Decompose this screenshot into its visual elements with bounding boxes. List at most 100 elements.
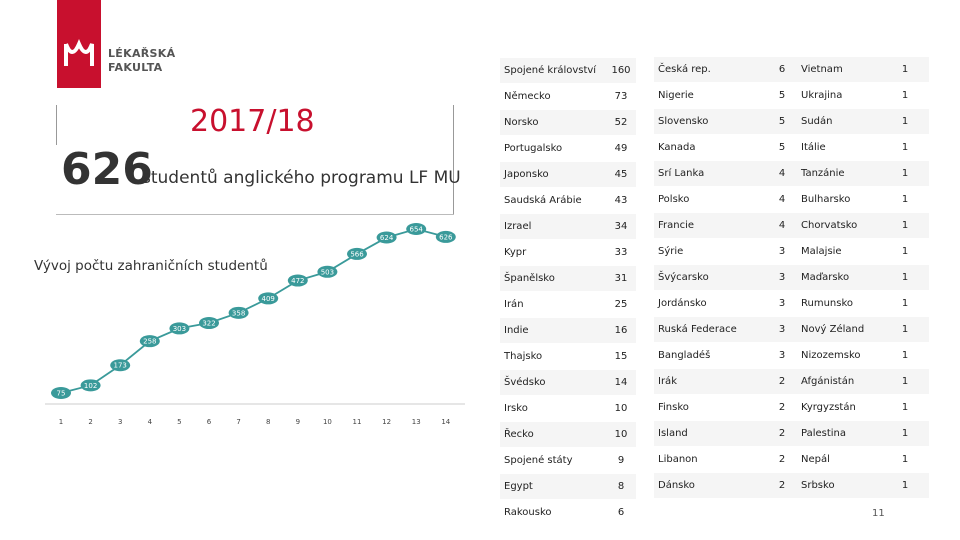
country-row: Libanon 2	[654, 446, 806, 473]
country-name: Švýcarsko	[654, 264, 758, 291]
data-marker	[199, 317, 219, 330]
data-point: 409	[258, 292, 279, 305]
data-marker	[435, 230, 456, 243]
country-name: Afgánistán	[797, 368, 881, 395]
country-count: 33	[606, 239, 636, 266]
data-marker	[376, 231, 397, 244]
country-row: Irán 25	[500, 291, 636, 318]
country-row: Norsko 52	[500, 109, 636, 136]
country-count: 1	[881, 160, 929, 187]
country-name: Izrael	[500, 213, 606, 240]
data-label: 303	[173, 325, 186, 333]
country-row: Irák 2	[654, 368, 806, 395]
country-name: Švédsko	[500, 369, 606, 396]
data-label: 626	[439, 233, 453, 241]
country-row: Malajsie 1	[797, 238, 929, 265]
data-point: 322	[199, 317, 219, 330]
country-count: 1	[881, 186, 929, 213]
country-row: Island 2	[654, 420, 806, 447]
x-tick-label: 13	[412, 418, 421, 426]
data-label: 322	[202, 320, 215, 328]
x-tick-label: 6	[207, 418, 212, 426]
country-row: Polsko 4	[654, 186, 806, 213]
country-row: Španělsko 31	[500, 265, 636, 292]
data-marker	[406, 223, 427, 235]
country-name: Španělsko	[500, 265, 606, 292]
data-point: 503	[317, 265, 338, 278]
faculty-logo	[57, 0, 101, 88]
country-name: Německo	[500, 83, 606, 110]
country-count: 49	[606, 135, 636, 162]
country-count: 14	[606, 369, 636, 396]
x-tick-label: 1	[59, 418, 63, 426]
country-name: Palestina	[797, 420, 881, 447]
country-row: Dánsko 2	[654, 472, 806, 499]
country-name: Irán	[500, 291, 606, 318]
country-row: Irsko 10	[500, 395, 636, 422]
data-point: 102	[80, 379, 101, 392]
faculty-name-line2: FAKULTA	[108, 61, 163, 74]
country-count: 9	[606, 447, 636, 474]
country-count: 34	[606, 213, 636, 240]
country-row: Spojené státy 9	[500, 447, 636, 474]
data-point: 624	[376, 231, 397, 244]
x-tick-label: 14	[441, 418, 450, 426]
data-label: 472	[291, 277, 304, 285]
x-tick-label: 10	[323, 418, 332, 426]
country-row: Rumunsko 1	[797, 290, 929, 317]
country-count: 1	[881, 238, 929, 265]
country-count: 1	[881, 394, 929, 421]
country-name: Chorvatsko	[797, 212, 881, 239]
country-row: Thajsko 15	[500, 343, 636, 370]
country-row: Švédsko 14	[500, 369, 636, 396]
country-count: 1	[881, 82, 929, 109]
country-row: Indie 16	[500, 317, 636, 344]
data-label: 258	[143, 338, 156, 346]
country-row: Maďarsko 1	[797, 264, 929, 291]
x-tick-label: 8	[266, 418, 270, 426]
country-row: Německo 73	[500, 83, 636, 110]
country-count: 8	[606, 473, 636, 500]
country-name: Irsko	[500, 395, 606, 422]
country-count: 15	[606, 343, 636, 370]
country-table-3: Vietnam 1 Ukrajina 1 Sudán 1 Itálie 1 Tanzánie 1 B…	[797, 57, 929, 499]
country-row: Kyrgyzstán 1	[797, 394, 929, 421]
country-count: 25	[606, 291, 636, 318]
country-row: Sudán 1	[797, 108, 929, 135]
x-tick-label: 7	[236, 418, 240, 426]
data-label: 102	[84, 382, 97, 390]
data-marker	[287, 274, 308, 287]
country-name: Jordánsko	[654, 290, 758, 317]
data-label: 624	[380, 234, 394, 242]
student-count: 626	[61, 144, 153, 195]
country-name: Kanada	[654, 134, 758, 161]
country-name: Maďarsko	[797, 264, 881, 291]
data-point: 75	[51, 387, 71, 399]
country-row: Sýrie 3	[654, 238, 806, 265]
country-row: Japonsko 45	[500, 161, 636, 188]
country-name: Rumunsko	[797, 290, 881, 317]
data-label: 409	[262, 295, 275, 303]
country-name: Slovensko	[654, 108, 758, 135]
country-row: Kanada 5	[654, 134, 806, 161]
data-marker	[317, 265, 338, 278]
country-row: Finsko 2	[654, 394, 806, 421]
country-row: Ruská Federace 3	[654, 316, 806, 343]
country-count: 160	[606, 58, 636, 84]
country-name: Srí Lanka	[654, 160, 758, 187]
country-row: Izrael 34	[500, 213, 636, 240]
country-name: Sýrie	[654, 238, 758, 265]
data-marker	[110, 359, 131, 372]
country-row: Slovensko 5	[654, 108, 806, 135]
country-name: Norsko	[500, 109, 606, 136]
country-name: Malajsie	[797, 238, 881, 265]
x-tick-label: 12	[382, 418, 391, 426]
country-count: 1	[881, 212, 929, 239]
country-count: 1	[881, 446, 929, 473]
x-tick-label: 5	[177, 418, 181, 426]
country-name: Japonsko	[500, 161, 606, 188]
data-label: 503	[321, 268, 334, 276]
country-name: Řecko	[500, 421, 606, 448]
data-marker	[80, 379, 101, 392]
country-count: 1	[881, 290, 929, 317]
